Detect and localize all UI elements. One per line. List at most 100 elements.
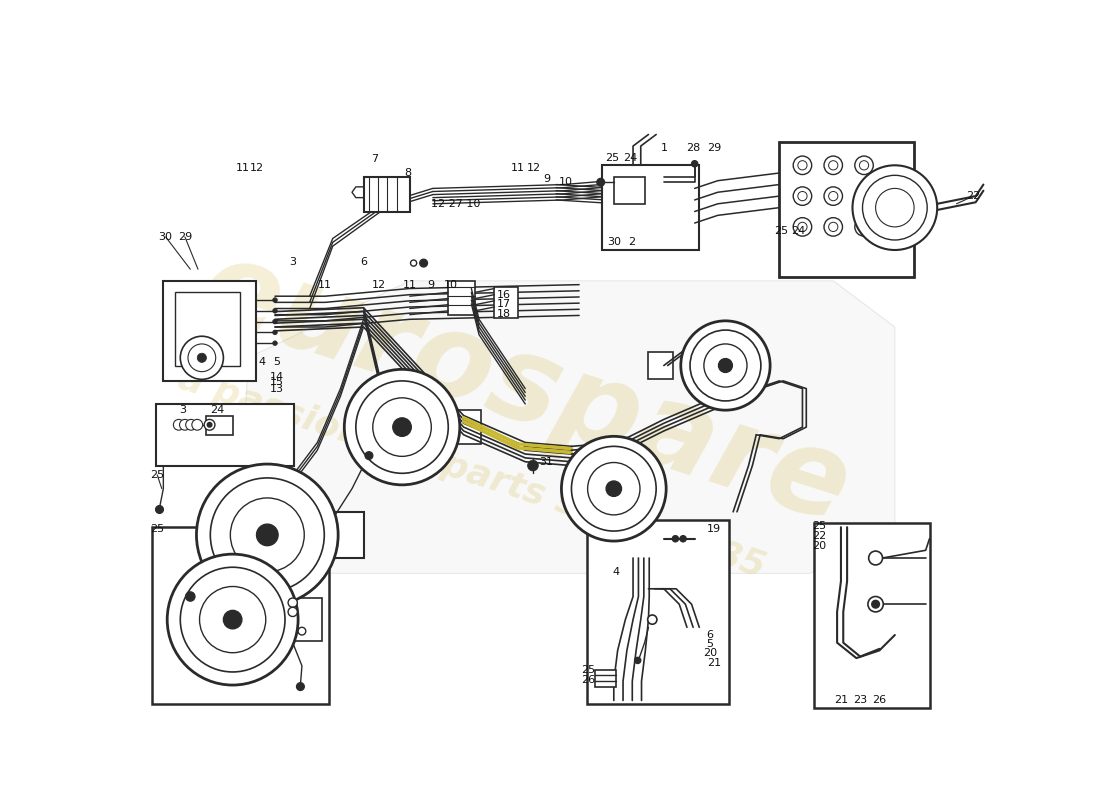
Circle shape <box>420 259 428 267</box>
Circle shape <box>824 156 843 174</box>
Text: 22: 22 <box>812 531 826 542</box>
Text: 25: 25 <box>581 665 595 674</box>
Text: 24: 24 <box>624 153 638 162</box>
Text: 11: 11 <box>235 162 250 173</box>
Circle shape <box>273 330 277 334</box>
Bar <box>603 166 698 250</box>
Text: 25: 25 <box>150 524 164 534</box>
Bar <box>363 177 409 211</box>
Circle shape <box>793 218 812 236</box>
Text: 3: 3 <box>179 405 186 415</box>
Circle shape <box>199 586 266 653</box>
Bar <box>328 512 364 558</box>
Bar <box>288 598 322 641</box>
Circle shape <box>672 536 679 542</box>
Circle shape <box>344 370 460 485</box>
Circle shape <box>273 298 277 302</box>
Circle shape <box>197 353 207 362</box>
Bar <box>449 281 475 315</box>
Circle shape <box>648 615 657 624</box>
Circle shape <box>828 191 838 201</box>
Circle shape <box>824 218 843 236</box>
Circle shape <box>828 222 838 231</box>
Text: 29: 29 <box>178 232 192 242</box>
Circle shape <box>855 218 873 236</box>
Text: 14: 14 <box>271 372 285 382</box>
Text: 28: 28 <box>686 143 701 154</box>
Circle shape <box>180 336 223 379</box>
Circle shape <box>798 191 807 201</box>
Circle shape <box>273 341 277 346</box>
Text: 20: 20 <box>703 649 717 658</box>
Text: 12: 12 <box>372 280 386 290</box>
Circle shape <box>690 330 761 401</box>
Circle shape <box>298 627 306 635</box>
Circle shape <box>635 658 641 663</box>
Text: 31: 31 <box>539 457 553 466</box>
Circle shape <box>256 524 278 546</box>
Text: 4: 4 <box>258 357 265 366</box>
Circle shape <box>587 462 640 515</box>
Circle shape <box>859 191 869 201</box>
Circle shape <box>167 554 298 685</box>
Text: 22: 22 <box>966 191 980 201</box>
Text: 26: 26 <box>581 674 595 685</box>
Circle shape <box>528 460 538 471</box>
Circle shape <box>230 498 305 572</box>
Circle shape <box>188 344 216 372</box>
Text: 12: 12 <box>527 162 541 173</box>
Circle shape <box>876 188 914 227</box>
Circle shape <box>704 344 747 387</box>
Circle shape <box>852 166 937 250</box>
Bar <box>495 287 517 318</box>
Text: 1: 1 <box>660 143 668 154</box>
Text: 23: 23 <box>854 695 867 706</box>
Circle shape <box>210 478 324 592</box>
Text: 7: 7 <box>372 154 378 164</box>
Text: 25: 25 <box>774 226 789 236</box>
Circle shape <box>197 464 338 606</box>
Text: 9: 9 <box>428 280 435 290</box>
Text: 19: 19 <box>707 524 721 534</box>
Text: 25: 25 <box>812 521 826 530</box>
Text: 21: 21 <box>834 695 848 706</box>
Circle shape <box>862 175 927 240</box>
Circle shape <box>572 446 656 531</box>
Circle shape <box>859 161 869 170</box>
Text: 5: 5 <box>273 357 280 366</box>
Text: 13: 13 <box>271 384 284 394</box>
Circle shape <box>223 610 242 629</box>
Text: 30: 30 <box>607 238 620 247</box>
Text: 11: 11 <box>510 162 525 173</box>
Text: 12 27 10: 12 27 10 <box>431 198 481 209</box>
Text: 30: 30 <box>158 232 173 242</box>
Circle shape <box>680 536 686 542</box>
Text: 16: 16 <box>497 290 510 300</box>
Circle shape <box>393 418 411 436</box>
Text: 17: 17 <box>496 299 510 309</box>
Bar <box>206 415 232 435</box>
Text: 8: 8 <box>405 168 411 178</box>
Circle shape <box>373 398 431 456</box>
Bar <box>452 410 482 444</box>
Text: 11: 11 <box>318 280 332 290</box>
Text: 4: 4 <box>613 567 619 577</box>
Text: eurospare: eurospare <box>186 230 865 548</box>
Text: 20: 20 <box>812 542 826 551</box>
Text: 6: 6 <box>360 257 367 266</box>
Circle shape <box>793 187 812 206</box>
Bar <box>587 519 729 704</box>
Circle shape <box>356 381 449 474</box>
Text: a passion for parts since 1985: a passion for parts since 1985 <box>174 362 769 585</box>
Circle shape <box>180 567 285 672</box>
Text: 24: 24 <box>210 405 224 415</box>
Circle shape <box>793 156 812 174</box>
Circle shape <box>718 358 733 373</box>
Circle shape <box>186 419 197 430</box>
Text: 25: 25 <box>150 470 164 480</box>
Circle shape <box>191 419 202 430</box>
Text: 12: 12 <box>250 162 264 173</box>
Text: 10: 10 <box>443 280 458 290</box>
Text: 26: 26 <box>872 695 887 706</box>
Text: 11: 11 <box>403 280 417 290</box>
